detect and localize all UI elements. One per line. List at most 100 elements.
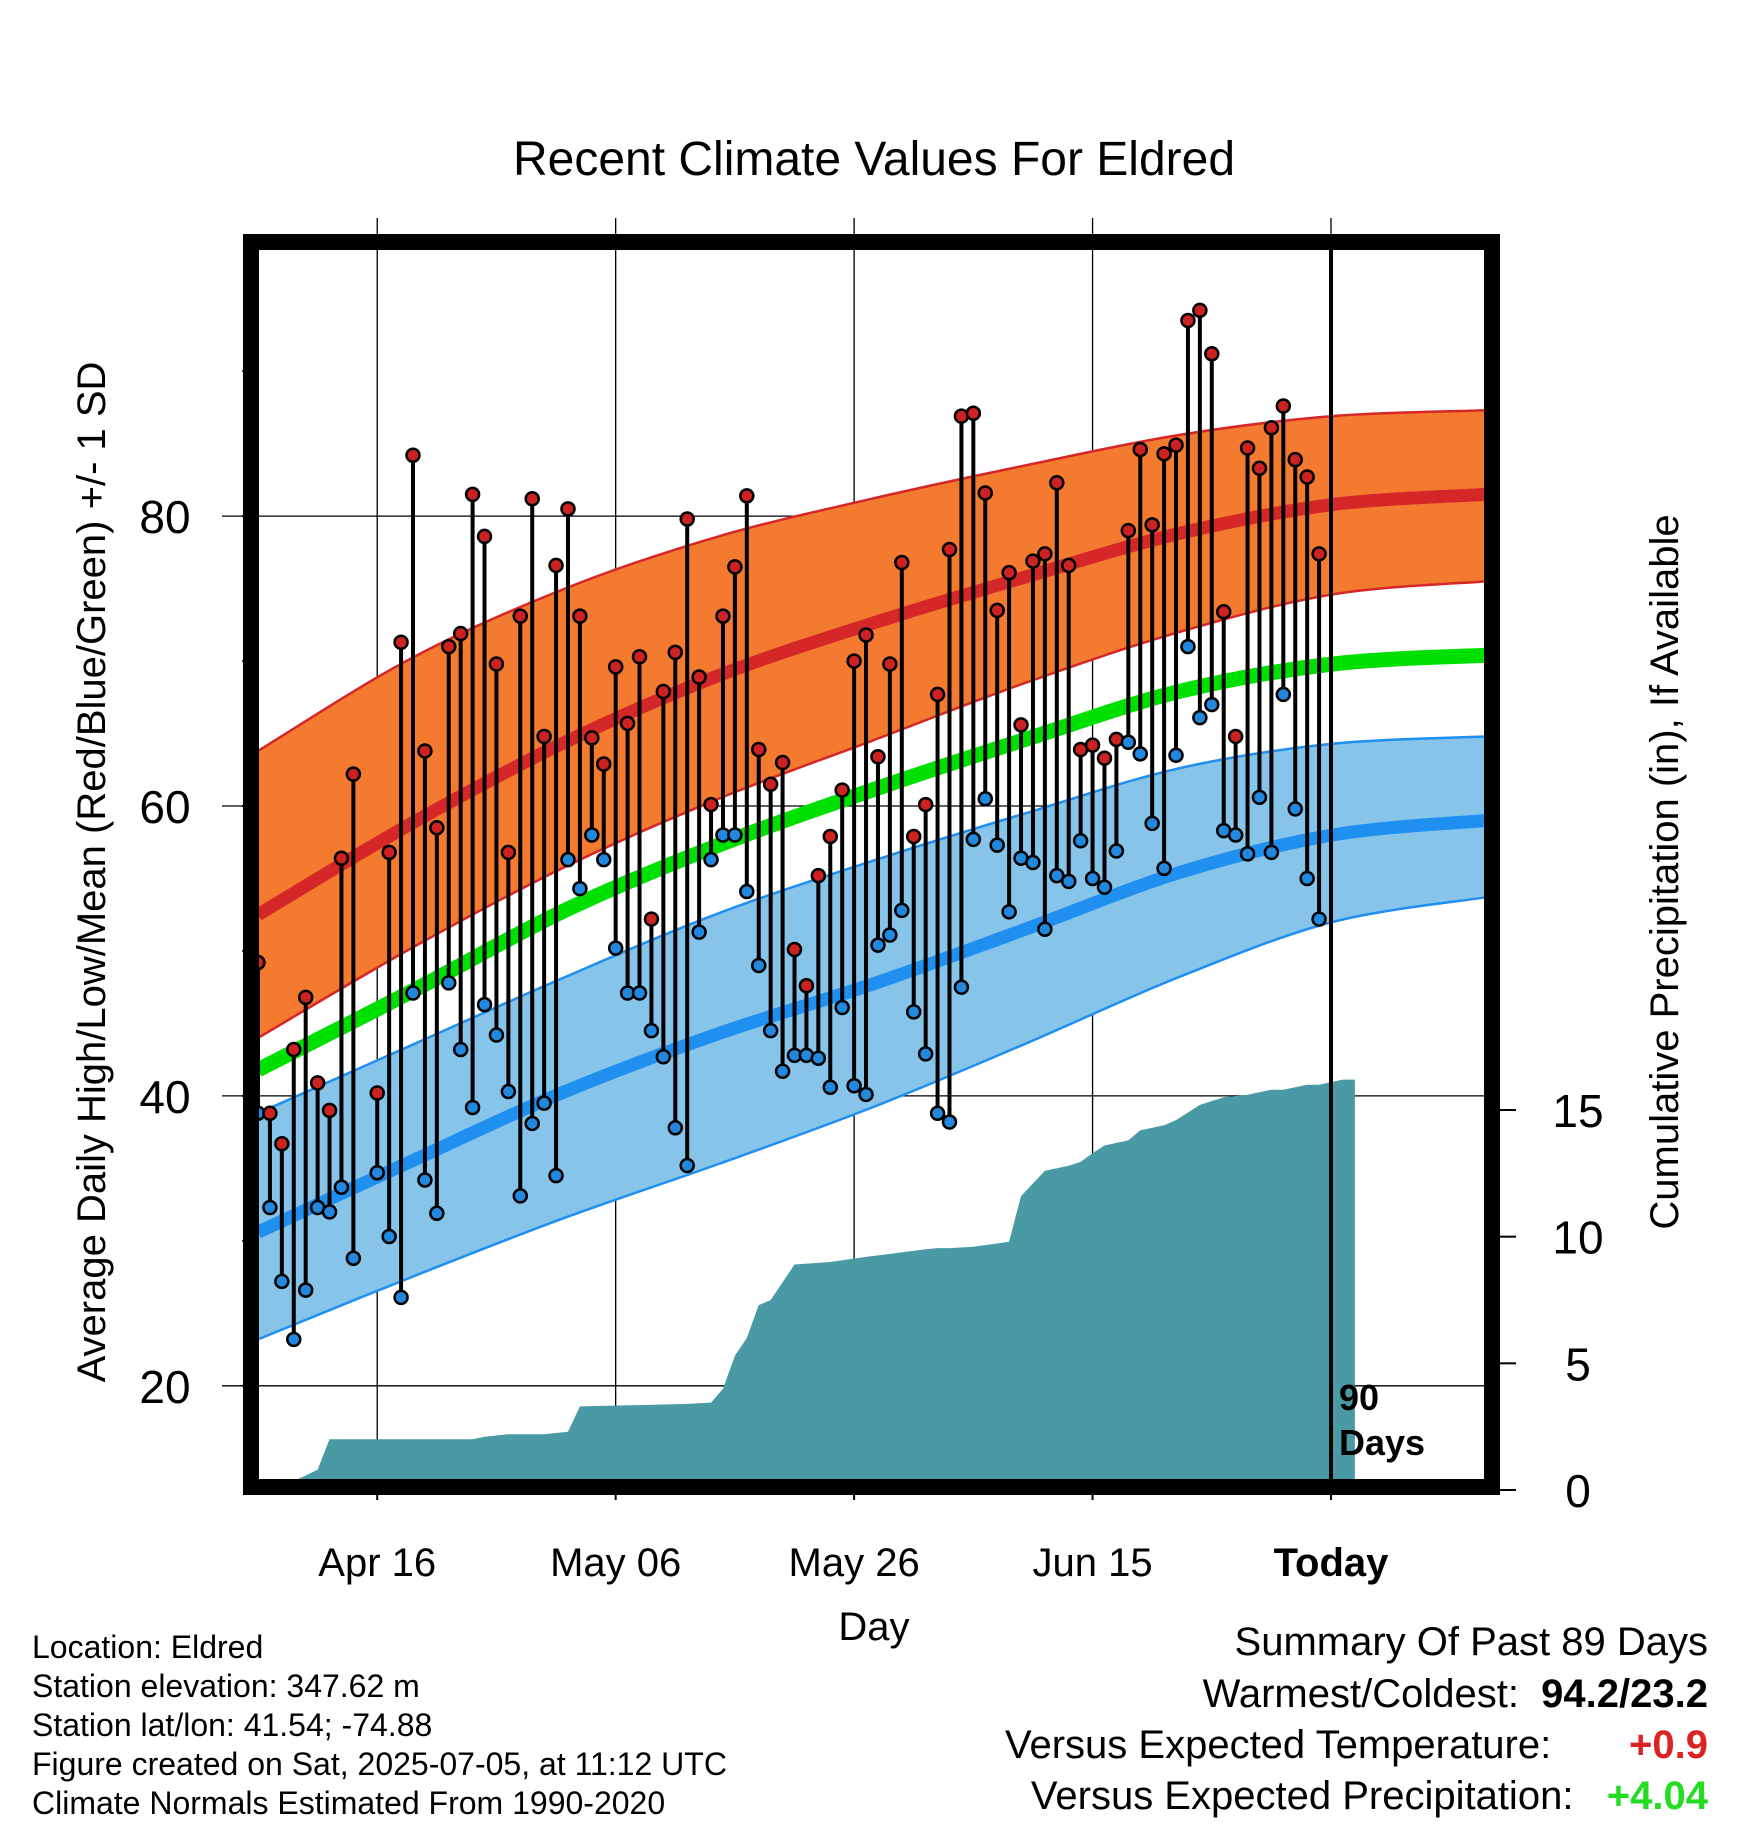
daily-high-point: [762, 776, 779, 793]
daily-high-point: [679, 511, 695, 527]
daily-high-point: [464, 486, 481, 503]
daily-high-point: [524, 490, 540, 507]
daily-high-point: [1299, 469, 1315, 485]
daily-low-point: [631, 985, 648, 1001]
daily-high-point: [989, 602, 1005, 619]
y-tick-label: 60: [139, 781, 190, 833]
daily-low-point: [655, 1049, 672, 1065]
daily-low-point: [464, 1099, 481, 1116]
daily-high-point: [1001, 564, 1017, 581]
summary-precip: Versus Expected Precipitation: +4.04: [1031, 1774, 1708, 1819]
daily-high-point: [834, 782, 850, 798]
daily-low-point: [1180, 638, 1196, 655]
daily-low-point: [262, 1199, 278, 1216]
daily-high-point: [1096, 750, 1113, 766]
daily-high-point: [1204, 346, 1220, 362]
daily-high-point: [1192, 302, 1208, 319]
daily-low-point: [393, 1289, 409, 1306]
daily-low-point: [333, 1179, 350, 1195]
daily-low-point: [572, 880, 588, 897]
daily-high-point: [1311, 546, 1327, 562]
daily-high-point: [774, 754, 791, 771]
daily-low-point: [1132, 746, 1149, 762]
daily-high-point: [1251, 460, 1268, 477]
daily-low-point: [297, 1282, 314, 1298]
daily-low-point: [452, 1041, 469, 1058]
daily-low-point: [548, 1167, 564, 1184]
daily-low-point: [989, 837, 1005, 853]
daily-high-point: [846, 653, 862, 669]
daily-low-point: [441, 975, 457, 991]
summary-warmest-value: 94.2/23.2: [1541, 1672, 1708, 1716]
daily-high-point: [1025, 553, 1041, 569]
daily-high-point: [1084, 737, 1101, 753]
high-sd-band: [258, 410, 1486, 1038]
daily-high-point: [1120, 522, 1137, 539]
daily-high-point: [441, 638, 457, 655]
daily-high-point: [858, 627, 874, 643]
precipitation-area: [258, 1079, 1355, 1485]
summary-precip-label: Versus Expected Precipitation:: [1030, 1774, 1574, 1818]
daily-low-point: [1096, 879, 1113, 895]
daily-low-point: [774, 1063, 791, 1080]
daily-high-point: [1180, 312, 1196, 329]
daily-low-point: [1204, 696, 1220, 713]
daily-low-point: [1001, 904, 1017, 920]
daily-high-point: [798, 978, 815, 994]
daily-low-point: [369, 1164, 385, 1181]
daily-high-point: [536, 728, 552, 745]
daily-low-point: [834, 999, 850, 1016]
daily-high-point: [810, 867, 827, 884]
daily-high-point: [882, 656, 898, 672]
daily-low-point: [977, 791, 994, 807]
daily-high-point: [1060, 557, 1077, 574]
plot-border: [243, 234, 1500, 1495]
x-axis-label: Day: [838, 1605, 909, 1649]
daily-low-point: [1263, 844, 1280, 861]
daily-low-point: [1299, 870, 1315, 887]
daily-high-point: [393, 634, 409, 650]
summary-warmest-label: Warmest/Coldest:: [1202, 1672, 1519, 1716]
daily-low-point: [762, 1022, 779, 1039]
daily-high-point: [1037, 546, 1053, 562]
daily-low-point: [405, 985, 421, 1001]
y2-tick-label: 10: [1552, 1212, 1603, 1264]
daily-low-point: [512, 1188, 529, 1204]
daily-high-point: [822, 828, 839, 845]
daily-low-point: [1025, 854, 1041, 871]
daily-low-point: [667, 1120, 684, 1136]
daily-low-point: [703, 851, 719, 868]
x-tick-label: Apr 16: [318, 1541, 436, 1585]
daily-high-point: [512, 608, 529, 624]
daily-high-point: [1132, 441, 1149, 458]
y2-tick-label: 0: [1565, 1465, 1591, 1517]
daily-low-point: [1311, 911, 1327, 927]
daily-high-point: [452, 625, 469, 642]
daily-high-point: [262, 1105, 278, 1122]
daily-high-point: [560, 501, 576, 517]
summary-heading: Summary Of Past 89 Days: [1234, 1620, 1708, 1664]
daily-high-point: [274, 1135, 290, 1152]
y2-tick-label: 15: [1552, 1085, 1603, 1137]
daily-low-point: [953, 979, 970, 995]
y-tick-label: 20: [139, 1361, 190, 1413]
daily-high-point: [1227, 728, 1244, 745]
daily-low-point: [286, 1331, 302, 1348]
daily-high-point: [381, 844, 397, 861]
daily-high-point: [1013, 717, 1029, 733]
summary-temp-value: +0.9: [1629, 1723, 1708, 1767]
info-normals: Climate Normals Estimated From 1990-2020: [32, 1785, 666, 1821]
daily-low-point: [929, 1105, 946, 1122]
daily-high-point: [941, 541, 958, 558]
summary-precip-value: +4.04: [1606, 1774, 1708, 1818]
daily-low-point: [584, 827, 600, 843]
daily-low-point: [1287, 801, 1303, 817]
daily-low-point: [870, 937, 886, 953]
daily-low-point: [274, 1273, 290, 1290]
daily-low-point: [595, 851, 612, 868]
daily-high-point: [1156, 446, 1172, 462]
daily-high-point: [1263, 419, 1280, 436]
precipitation-fill: [258, 1079, 1355, 1485]
daily-low-point: [1192, 709, 1208, 726]
